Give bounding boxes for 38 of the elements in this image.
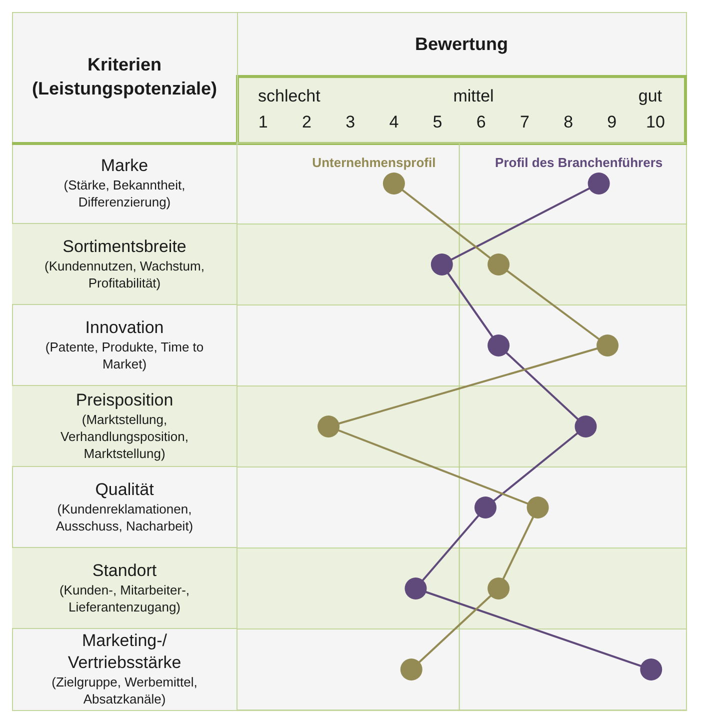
point [596, 334, 619, 356]
series-label: Profil des Branchenführers [495, 155, 663, 170]
y-tick-label: Marketing-/Vertriebsstärke (Zielgruppe, Werbemittel, Absatzkanäle) [52, 631, 198, 707]
point [474, 496, 496, 518]
x-tick-label: 3 [346, 112, 356, 132]
point [488, 334, 510, 356]
point [382, 172, 405, 194]
y-tick-label: Innovation (Patente, Produkte, Time to Market) [45, 318, 204, 372]
point [640, 658, 662, 680]
x-tick-label: 1 [258, 112, 268, 132]
x-tick-label: 8 [564, 112, 574, 132]
text: gut [638, 86, 662, 106]
point [526, 496, 549, 518]
point [588, 172, 610, 194]
y-tick-label: Standort (Kunden-, Mitarbeiter-, Lieferantenzugang) [59, 561, 190, 615]
y-tick-label: Marke (Stärke, Bekanntheit, Differenzierung) [64, 156, 186, 210]
point [430, 254, 453, 276]
x-tick-label: 10 [646, 112, 665, 132]
point [574, 416, 597, 438]
y-axis-title: Kriterien (Leistungspotenziale) [32, 54, 218, 98]
x-tick-label: 7 [520, 112, 530, 132]
point [400, 658, 422, 680]
y-tick-label: Sortimentsbreite (Kundennutzen, Wachstum, Profitabilität) [44, 237, 204, 291]
x-tick-label: 5 [432, 112, 442, 132]
text: mittel [453, 86, 494, 106]
point [488, 578, 510, 600]
x-tick-label: 4 [389, 112, 399, 132]
y-tick-label: Preisposition (Marktstellung, Verhandlungsposition, Marktstellung) [60, 390, 188, 462]
series-label: Unternehmensprofil [312, 155, 436, 170]
point [318, 416, 340, 438]
x-tick-label: 2 [302, 112, 312, 132]
point [404, 578, 427, 600]
x-axis-title: Bewertung [414, 34, 508, 54]
x-tick-label: 9 [607, 112, 617, 132]
point [488, 254, 510, 276]
x-tick-label: 6 [476, 112, 486, 132]
text: schlecht [258, 86, 321, 106]
y-tick-label: Qualität (Kundenreklamationen, Ausschuss, Nacharbeit) [56, 480, 194, 534]
